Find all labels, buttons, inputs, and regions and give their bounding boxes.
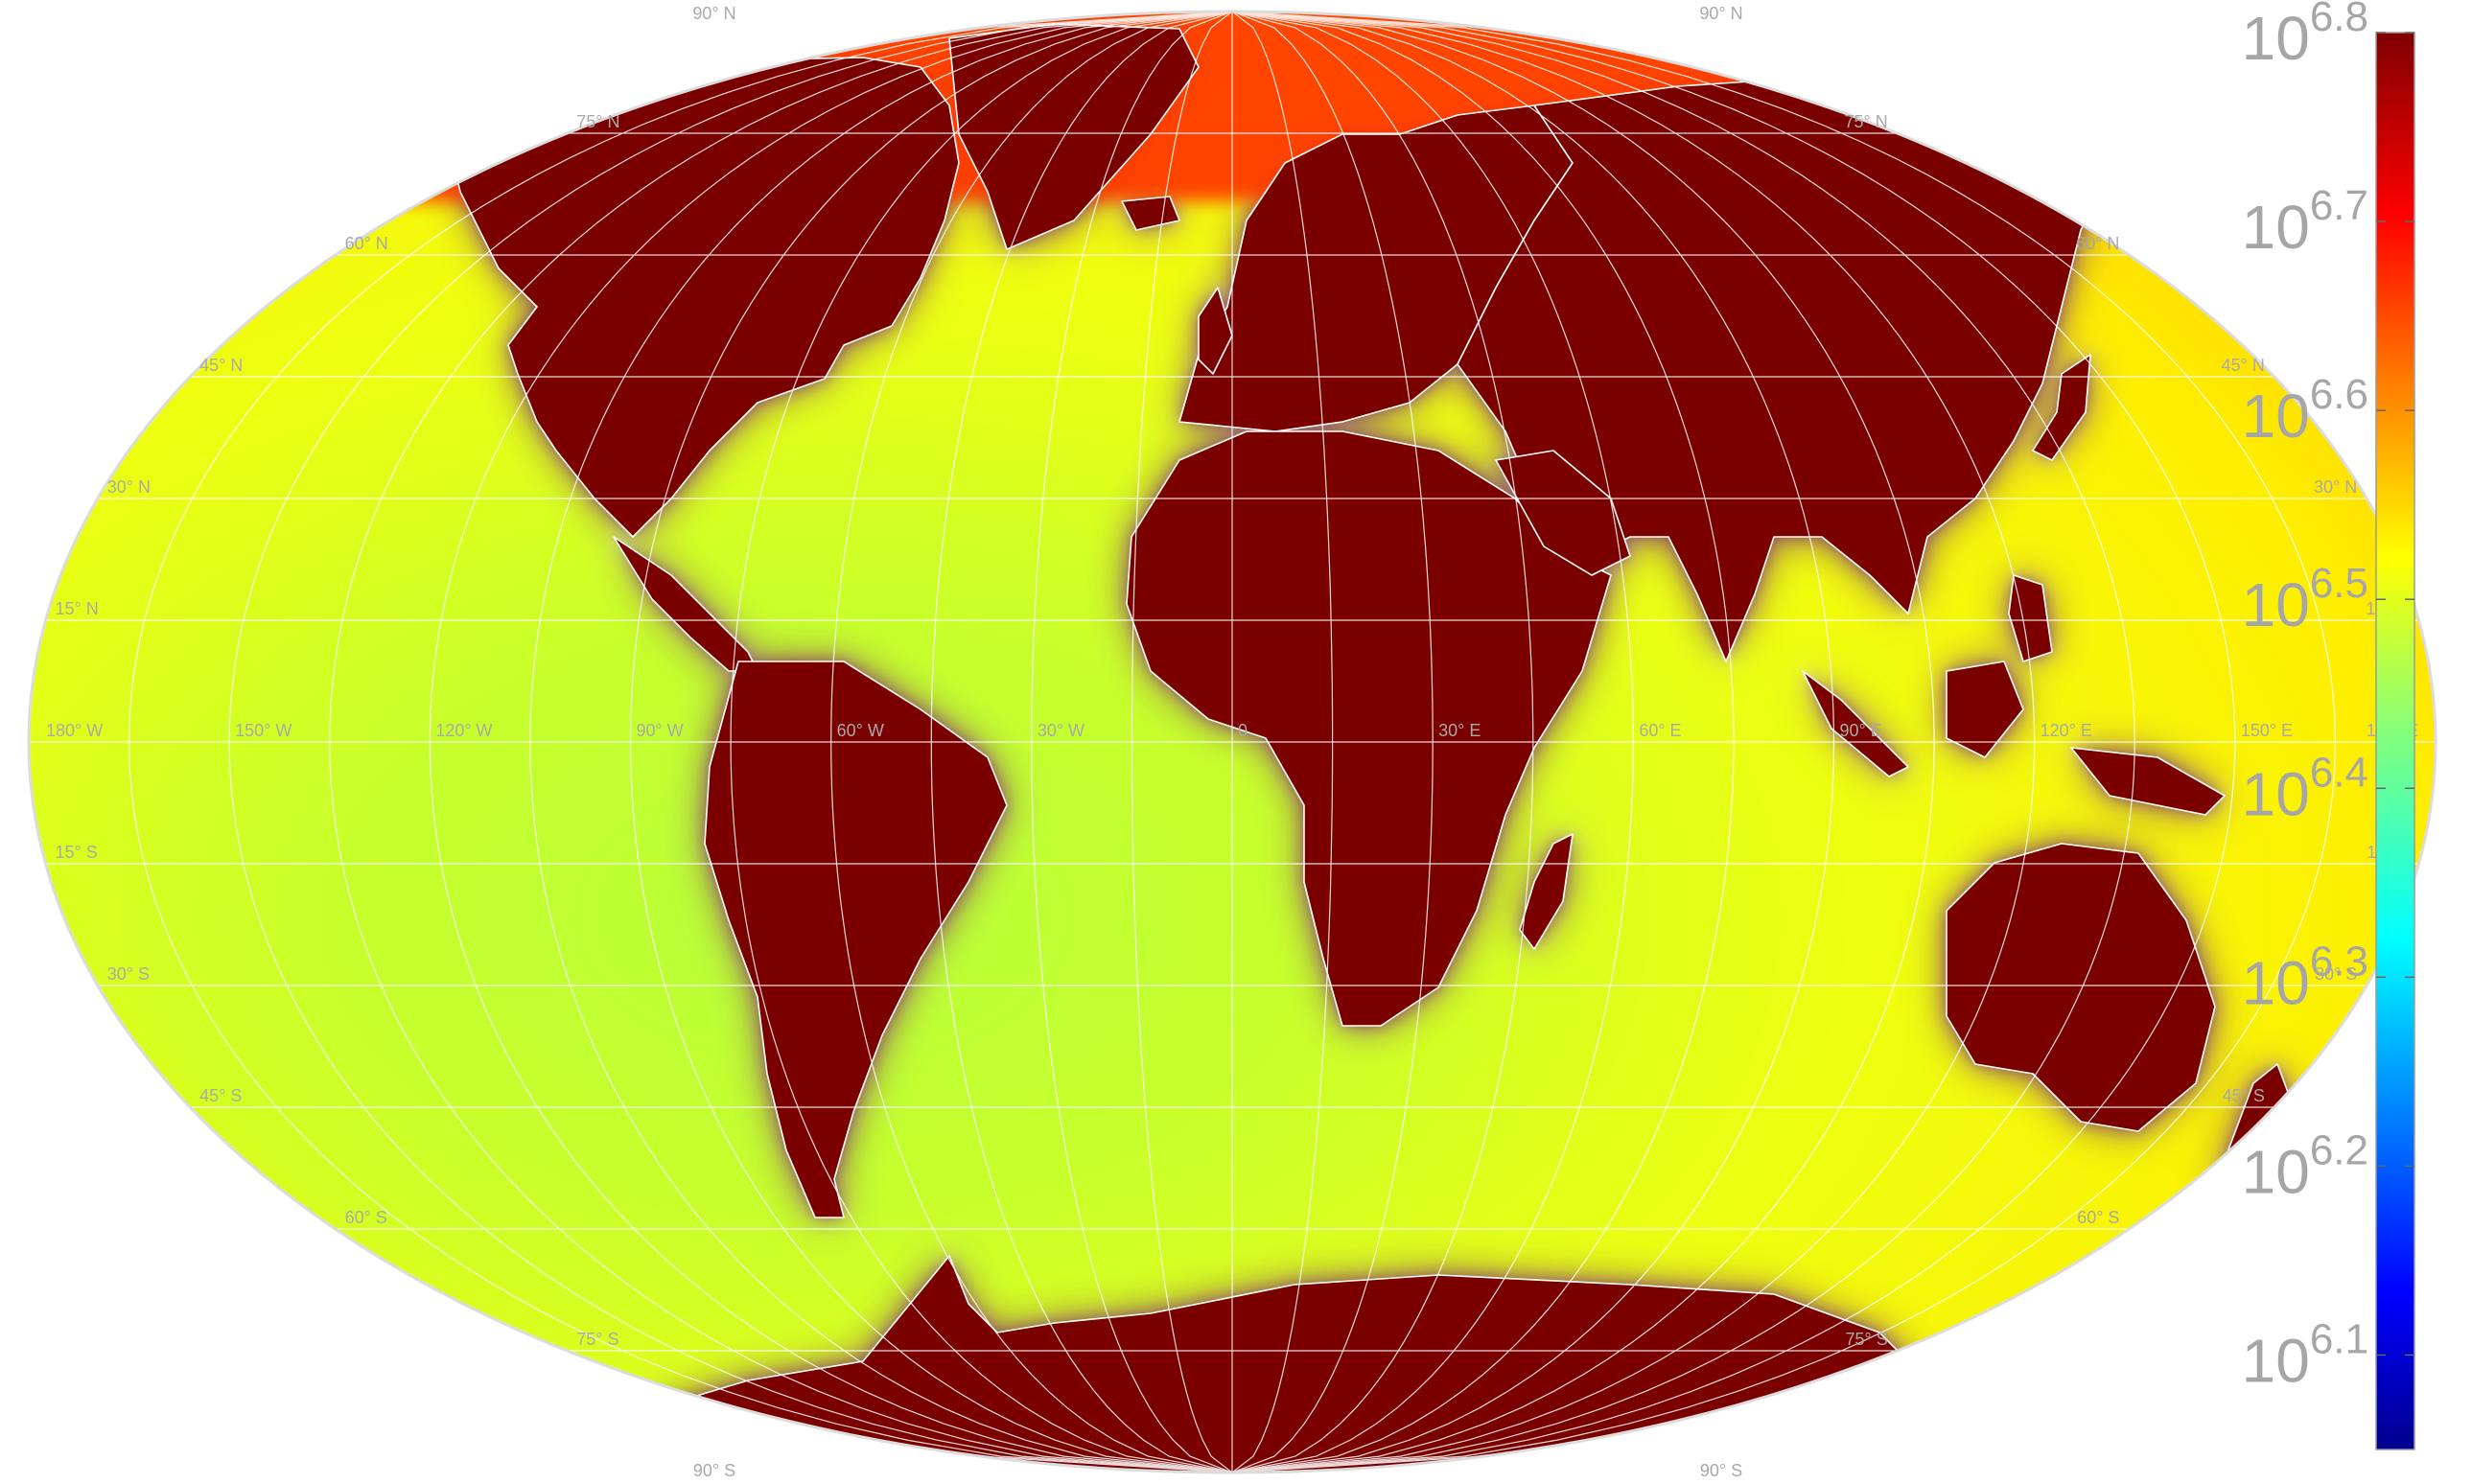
meridian-line [1231, 12, 2135, 1472]
colorbar-ticks: 106.1 106.2 106.3 106.4 106.5 106.6 106.7 106.8 [2242, 0, 2414, 1395]
colorbar: 106.1 106.2 106.3 106.4 106.5 106.6 106.7 106.8 [2242, 0, 2415, 1450]
longitude-label: 0 [1238, 721, 1248, 740]
colorbar-tick-label: 106.7 [2242, 182, 2368, 262]
latitude-label: 30° S [2315, 964, 2357, 984]
south-america [704, 661, 1008, 1218]
latitude-label: 60° N [2076, 234, 2119, 253]
africa [1126, 430, 1612, 1027]
latitude-label: 90° S [693, 1461, 735, 1480]
latitude-label: 45° S [199, 1086, 242, 1105]
longitude-label: 90° E [1840, 721, 1882, 740]
latitude-label: 60° S [345, 1208, 387, 1227]
longitude-label: 30° E [1438, 721, 1481, 740]
colorbar-tick-label: 106.5 [2242, 560, 2368, 639]
colorbar-tick-label: 106.4 [2242, 749, 2368, 828]
graticule [29, 12, 2436, 1472]
longitude-label: 90° W [637, 721, 684, 740]
latitude-label: 90° N [692, 4, 735, 23]
longitude-label: 120° W [435, 721, 492, 740]
latitude-label: 30° N [2314, 477, 2357, 497]
colorbar-tick-label: 106.1 [2242, 1315, 2368, 1395]
meridian-line [1131, 12, 1233, 1472]
meridian-line [1231, 12, 2036, 1472]
latitude-label: 60° N [345, 234, 388, 253]
meridian-line [1231, 12, 2236, 1472]
meridian-line [529, 12, 1233, 1472]
colorbar-tick-label: 106.2 [2242, 1126, 2368, 1206]
new-guinea [2070, 747, 2226, 816]
british-isles [1198, 287, 1233, 375]
latitude-label: 45° N [2222, 356, 2265, 375]
meridian-line [730, 12, 1233, 1472]
latitude-label: 75° S [1845, 1330, 1887, 1349]
meridian-line [1231, 12, 1334, 1472]
colorbar-tick-label: 106.6 [2242, 371, 2368, 451]
meridian-line [1231, 12, 1634, 1472]
longitude-label: 60° E [1639, 721, 1681, 740]
latitude-label: 60° S [2077, 1208, 2119, 1227]
iceland [1121, 196, 1180, 231]
longitude-label: 150° E [2241, 721, 2293, 740]
meridian-line [1031, 12, 1233, 1472]
meridian-line [629, 12, 1233, 1472]
latitude-label: 45° N [199, 356, 243, 375]
arctic-ocean [29, 12, 2436, 201]
latitude-label: 30° N [107, 477, 151, 497]
north-america [450, 57, 960, 538]
australia [1946, 843, 2216, 1132]
meridian-line [1231, 12, 1935, 1472]
longitude-label: 30° W [1038, 721, 1084, 740]
meridian-line [1231, 12, 1434, 1472]
longitude-label: 60° W [837, 721, 884, 740]
longitude-label: 180° W [46, 721, 103, 740]
meridian-line [128, 12, 1233, 1472]
japan [2032, 354, 2091, 461]
meridian-line [329, 12, 1233, 1472]
latitude-label: 75° N [576, 112, 619, 131]
meridian-line [1231, 12, 2337, 1472]
latitude-label: 75° S [576, 1330, 618, 1349]
colorbar-tick-label: 106.3 [2242, 938, 2368, 1017]
latitude-label: 15° S [56, 843, 98, 862]
meridian-line [830, 12, 1233, 1472]
meridian-line [429, 12, 1233, 1472]
arabian-peninsula [1495, 450, 1631, 576]
borneo [1946, 661, 2024, 758]
latitude-label: 45° S [2223, 1086, 2265, 1105]
meridian-line [228, 12, 1233, 1472]
meridian-line [1231, 12, 1835, 1472]
latitude-label: 90° N [1699, 4, 1742, 23]
latitude-label: 30° S [107, 964, 150, 984]
philippines [2008, 574, 2053, 662]
colorbar-gradient [2375, 32, 2415, 1450]
map-frame [27, 10, 2437, 1474]
meridian-line [930, 12, 1233, 1472]
longitude-label: 150° W [235, 721, 292, 740]
meridian-line [1231, 12, 1735, 1472]
sumatra [1802, 670, 1909, 777]
longitude-label: 120° E [2041, 721, 2092, 740]
land-masses [450, 23, 2293, 1472]
latitude-label: 75° N [1844, 112, 1887, 131]
colorbar-tick-label: 106.8 [2242, 0, 2368, 73]
latitude-label: 15° N [56, 599, 99, 618]
madagascar [1519, 833, 1574, 950]
meridian-line [1231, 12, 1534, 1472]
latitude-label: 90° S [1700, 1461, 1742, 1480]
